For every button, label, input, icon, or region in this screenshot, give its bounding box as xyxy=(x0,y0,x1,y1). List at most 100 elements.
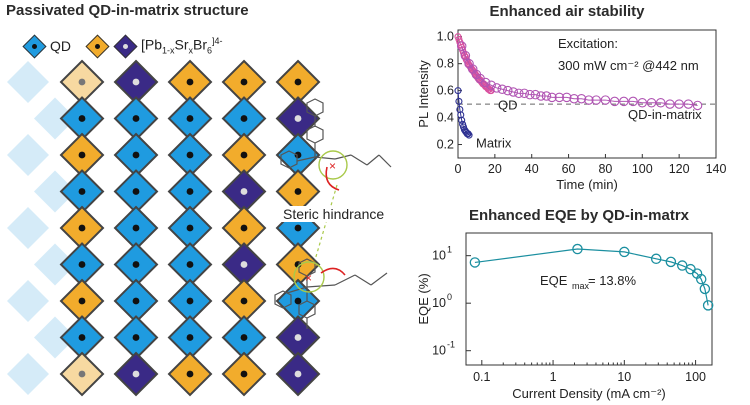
tile-center-dot xyxy=(186,297,194,305)
faded-edge-tile xyxy=(7,353,49,395)
chart1-data-point xyxy=(628,96,638,107)
chart1-data-point xyxy=(569,93,579,104)
chart1-x-tick-label: 100 xyxy=(632,162,653,176)
chart1-y-tick-label: 0.8 xyxy=(437,57,454,71)
chart2-data-point xyxy=(665,256,677,268)
tile-center-dot xyxy=(294,78,302,86)
chart1-data-point xyxy=(674,99,684,109)
chart2-x-tick-label: 100 xyxy=(685,370,706,384)
faded-edge-tile xyxy=(34,97,76,140)
tile-center-dot xyxy=(240,115,248,122)
chart1-data-point xyxy=(514,88,524,99)
chart1-data-point xyxy=(600,95,611,105)
chart1-data-point xyxy=(487,87,495,95)
chart1-x-tick-label: 80 xyxy=(598,162,612,176)
upper-hindrance-arrow xyxy=(325,166,340,191)
upper-cross-mark: × xyxy=(329,159,336,173)
chart1-data-point xyxy=(561,92,572,103)
chart2-data-point xyxy=(572,243,583,255)
chart2-data-point xyxy=(702,300,714,311)
chart2-y-tick-label: 10 xyxy=(432,249,446,263)
tile-center-dot xyxy=(132,151,140,159)
chart1-x-tick-label: 20 xyxy=(488,162,502,176)
tile-center-dot xyxy=(240,78,248,86)
chart1-data-point xyxy=(454,87,462,95)
chart2-annotation-main: EQE xyxy=(540,273,568,288)
chart2-x-tick-label: 0.1 xyxy=(473,370,490,384)
tile-center-dot xyxy=(240,334,248,341)
chart2-y-tick-label: 10 xyxy=(432,344,446,358)
chart1-data-point xyxy=(519,88,530,99)
steric-hindrance-label: Steric hindrance xyxy=(281,206,387,222)
chart1-series-label: Matrix xyxy=(476,136,512,151)
chart1-data-point xyxy=(547,92,557,103)
qd-legend-swatch xyxy=(22,33,47,59)
tile-center-dot xyxy=(294,224,302,232)
chart1-data-point xyxy=(465,131,473,139)
tile-center-dot xyxy=(78,115,86,122)
chart2-x-tick-label: 10 xyxy=(617,370,631,384)
lower-ligand-molecule xyxy=(274,258,388,329)
chart2-data-point xyxy=(650,253,662,265)
lower-hindrance-arrow xyxy=(320,267,346,276)
chart1-title: Enhanced air stability xyxy=(489,3,645,20)
left-panel-title: Passivated QD-in-matrix structure xyxy=(6,2,249,19)
chart2-x-axis-label: Current Density (mA cm⁻²) xyxy=(512,386,666,401)
chart2-data-point xyxy=(695,273,707,285)
tile-center-dot xyxy=(186,188,194,195)
tile-center-dot xyxy=(240,261,248,268)
chart1-data-point xyxy=(619,96,629,107)
chart2-y-tick-exponent: 0 xyxy=(447,292,452,302)
lower-hindrance-circle xyxy=(293,261,325,293)
tile-center-dot xyxy=(294,115,302,122)
chart1-x-tick-label: 120 xyxy=(669,162,690,176)
chart1-y-tick-label: 0.4 xyxy=(437,111,454,125)
tile-center-dot xyxy=(240,151,248,159)
chart1-data-point xyxy=(491,83,502,93)
chart1-data-point xyxy=(455,97,463,105)
chart1-data-point xyxy=(486,80,496,90)
chart2-y-tick-exponent: 1 xyxy=(447,245,452,255)
tile-center-dot xyxy=(186,370,194,378)
chart1-x-tick-label: 140 xyxy=(706,162,727,176)
tile-center-dot xyxy=(132,297,140,305)
chart1-data-point xyxy=(609,96,620,107)
tile-center-dot xyxy=(78,261,86,268)
tile-center-dot xyxy=(132,78,140,86)
orange-matrix-swatch xyxy=(85,33,110,59)
tile-center-dot xyxy=(78,188,86,195)
tile-center-dot xyxy=(240,297,248,305)
chart1-y-axis-label: PL Intensity xyxy=(416,60,431,128)
chart1-data-point xyxy=(536,91,546,101)
faded-edge-tile xyxy=(7,207,49,249)
chart1-x-tick-label: 60 xyxy=(562,162,576,176)
chart1-x-tick-label: 40 xyxy=(525,162,539,176)
tile-center-dot xyxy=(186,151,194,159)
tile-center-dot xyxy=(294,334,302,341)
chart1-data-point xyxy=(497,84,507,95)
chart1-y-tick-label: 0.6 xyxy=(437,84,454,98)
qd-legend-label: QD xyxy=(50,38,71,54)
faded-edge-tile xyxy=(34,170,76,213)
chart2-title: Enhanced EQE by QD-in-matrx xyxy=(469,207,690,224)
matrix-legend-label: [Pb1-xSrxBr6]4- xyxy=(141,36,223,56)
chart1-data-point xyxy=(503,85,513,96)
tile-center-dot xyxy=(78,151,86,159)
chart1-data-point xyxy=(637,98,648,108)
tile-center-dot xyxy=(294,188,302,195)
chart1-data-point xyxy=(591,95,601,105)
upper-ligand-molecule xyxy=(280,98,392,169)
chart1-series-label: QD-in-matrix xyxy=(628,107,702,122)
chart1-y-tick-label: 0.2 xyxy=(437,138,454,152)
tile-center-dot xyxy=(186,224,194,232)
faded-edge-tile xyxy=(7,134,49,176)
chart1-data-point xyxy=(665,99,675,109)
chart2-y-tick-label: 10 xyxy=(432,296,446,310)
chart2-y-axis-label: EQE (%) xyxy=(416,273,431,324)
tile-center-dot xyxy=(186,334,194,341)
tile-center-dot xyxy=(132,115,140,122)
chart1-data-point xyxy=(576,93,587,104)
tile-center-dot xyxy=(132,261,140,268)
chart1-data-point xyxy=(464,130,472,138)
